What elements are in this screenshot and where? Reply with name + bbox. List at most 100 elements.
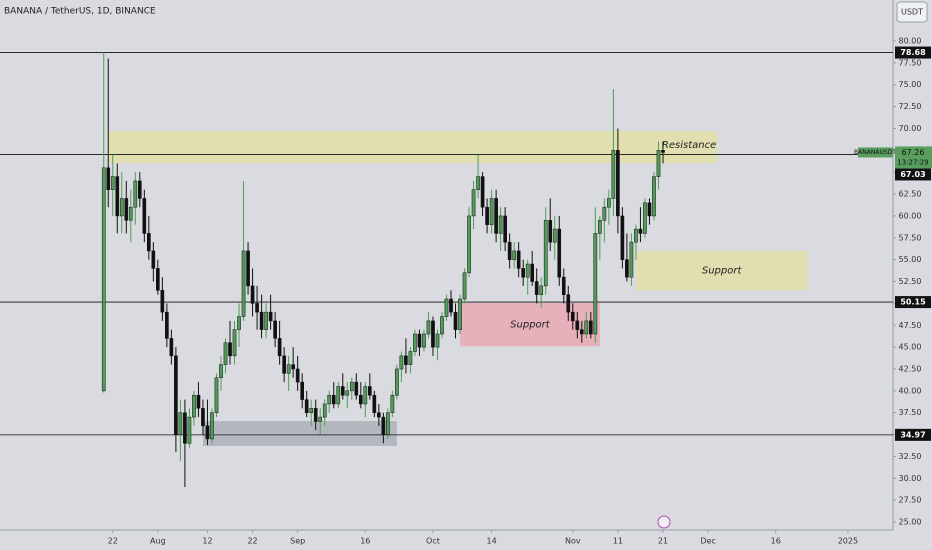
candle-body (634, 228, 638, 243)
candle-body (322, 403, 327, 418)
y-tick-label: 60.00 (899, 211, 922, 220)
candle-body (372, 394, 377, 413)
last-price-symbol: BANANAUSDT (854, 149, 896, 156)
x-tick-label: 16 (360, 537, 370, 546)
candle-body (367, 386, 372, 396)
level-label: 78.68 (900, 48, 926, 57)
candle-body (255, 303, 259, 313)
candle-body (611, 150, 616, 199)
candle-body (525, 263, 530, 278)
candle-body (106, 167, 111, 190)
candle-body (277, 338, 282, 357)
y-tick-label: 40.00 (899, 386, 922, 395)
candle-body (404, 355, 408, 365)
candle-body (521, 268, 526, 278)
candle-body (300, 381, 305, 400)
candle-body (119, 198, 124, 217)
candle-body (548, 220, 553, 243)
candle-body (381, 416, 386, 435)
candle-body (638, 228, 643, 234)
candle-body (187, 416, 192, 444)
level-label-box (895, 296, 931, 309)
candle-body (318, 416, 323, 422)
y-tick-label: 47.50 (899, 321, 922, 330)
candle-body (647, 202, 652, 217)
x-tick-label: Dec (700, 537, 715, 546)
candle-body (282, 355, 286, 374)
y-tick-label: 37.50 (899, 408, 922, 417)
currency-button[interactable] (896, 1, 928, 23)
candle-body (210, 412, 214, 440)
currency-button-label[interactable]: USDT (901, 8, 923, 17)
candle-body (458, 298, 462, 330)
candle-body (413, 333, 417, 352)
zone (108, 131, 718, 164)
candle-body (543, 220, 548, 287)
level-label: 34.97 (900, 430, 925, 439)
candle-body (516, 250, 521, 269)
candle-body (309, 408, 314, 413)
y-tick-label: 25.00 (899, 518, 922, 527)
candle-body (498, 215, 503, 234)
x-tick-label: Sep (290, 537, 305, 546)
x-tick-label: 11 (613, 537, 623, 546)
candle-body (151, 250, 156, 269)
candle-body (345, 390, 350, 396)
candle-body (232, 329, 237, 357)
candle-body (395, 368, 399, 396)
symbol-title: BANANA / TetherUS, 1D, BINANCE (4, 7, 156, 17)
y-tick-label: 80.00 (899, 37, 922, 46)
candle-body (196, 394, 201, 409)
candle-body (652, 176, 656, 217)
candle-body (304, 399, 309, 413)
candle-body (593, 233, 598, 335)
candle-body (575, 320, 580, 330)
x-tick-label: 21 (658, 537, 668, 546)
candle-body (156, 268, 160, 291)
candle-body (250, 285, 255, 304)
candle-body (331, 394, 336, 405)
candle-body (426, 320, 431, 335)
candle-body (286, 364, 291, 374)
level-label: 67.03 (900, 170, 925, 179)
candle-body (534, 281, 539, 295)
candle-body (566, 294, 571, 313)
candle-body (579, 329, 584, 335)
candle-body (399, 355, 404, 370)
candle-body (417, 333, 422, 348)
candle-body (363, 386, 368, 405)
candle-body (133, 180, 138, 208)
candle-body (494, 198, 498, 234)
y-tick-label: 45.00 (899, 343, 922, 352)
x-tick-label: 16 (771, 537, 781, 546)
candle-body (246, 250, 250, 287)
candle-body (656, 150, 661, 177)
plot-area: Resistance Support Support (0, 52, 893, 488)
candle-body (444, 298, 449, 317)
candle-body (128, 206, 133, 221)
candle-body (223, 342, 228, 365)
candle-body (561, 276, 566, 295)
candle-body (588, 320, 593, 335)
candle-body (349, 381, 354, 392)
candle-body (377, 412, 381, 418)
candle-body (485, 206, 489, 225)
candle-body (507, 241, 512, 260)
y-tick-label: 27.50 (899, 496, 922, 505)
candle-body (219, 364, 223, 378)
candle-body (137, 180, 142, 199)
candle-body (584, 320, 589, 335)
y-tick-label: 77.50 (899, 58, 922, 67)
event-icon[interactable] (657, 515, 671, 529)
candle-body (214, 377, 219, 413)
level-label: 50.15 (900, 298, 926, 307)
candle-body (467, 215, 471, 274)
candle-body (489, 198, 494, 225)
candle-body (241, 250, 246, 317)
candle-body (598, 220, 602, 234)
x-tick-label: 22 (108, 537, 118, 546)
candle-body (228, 342, 232, 357)
zone (202, 421, 397, 446)
candle-body (160, 290, 165, 313)
